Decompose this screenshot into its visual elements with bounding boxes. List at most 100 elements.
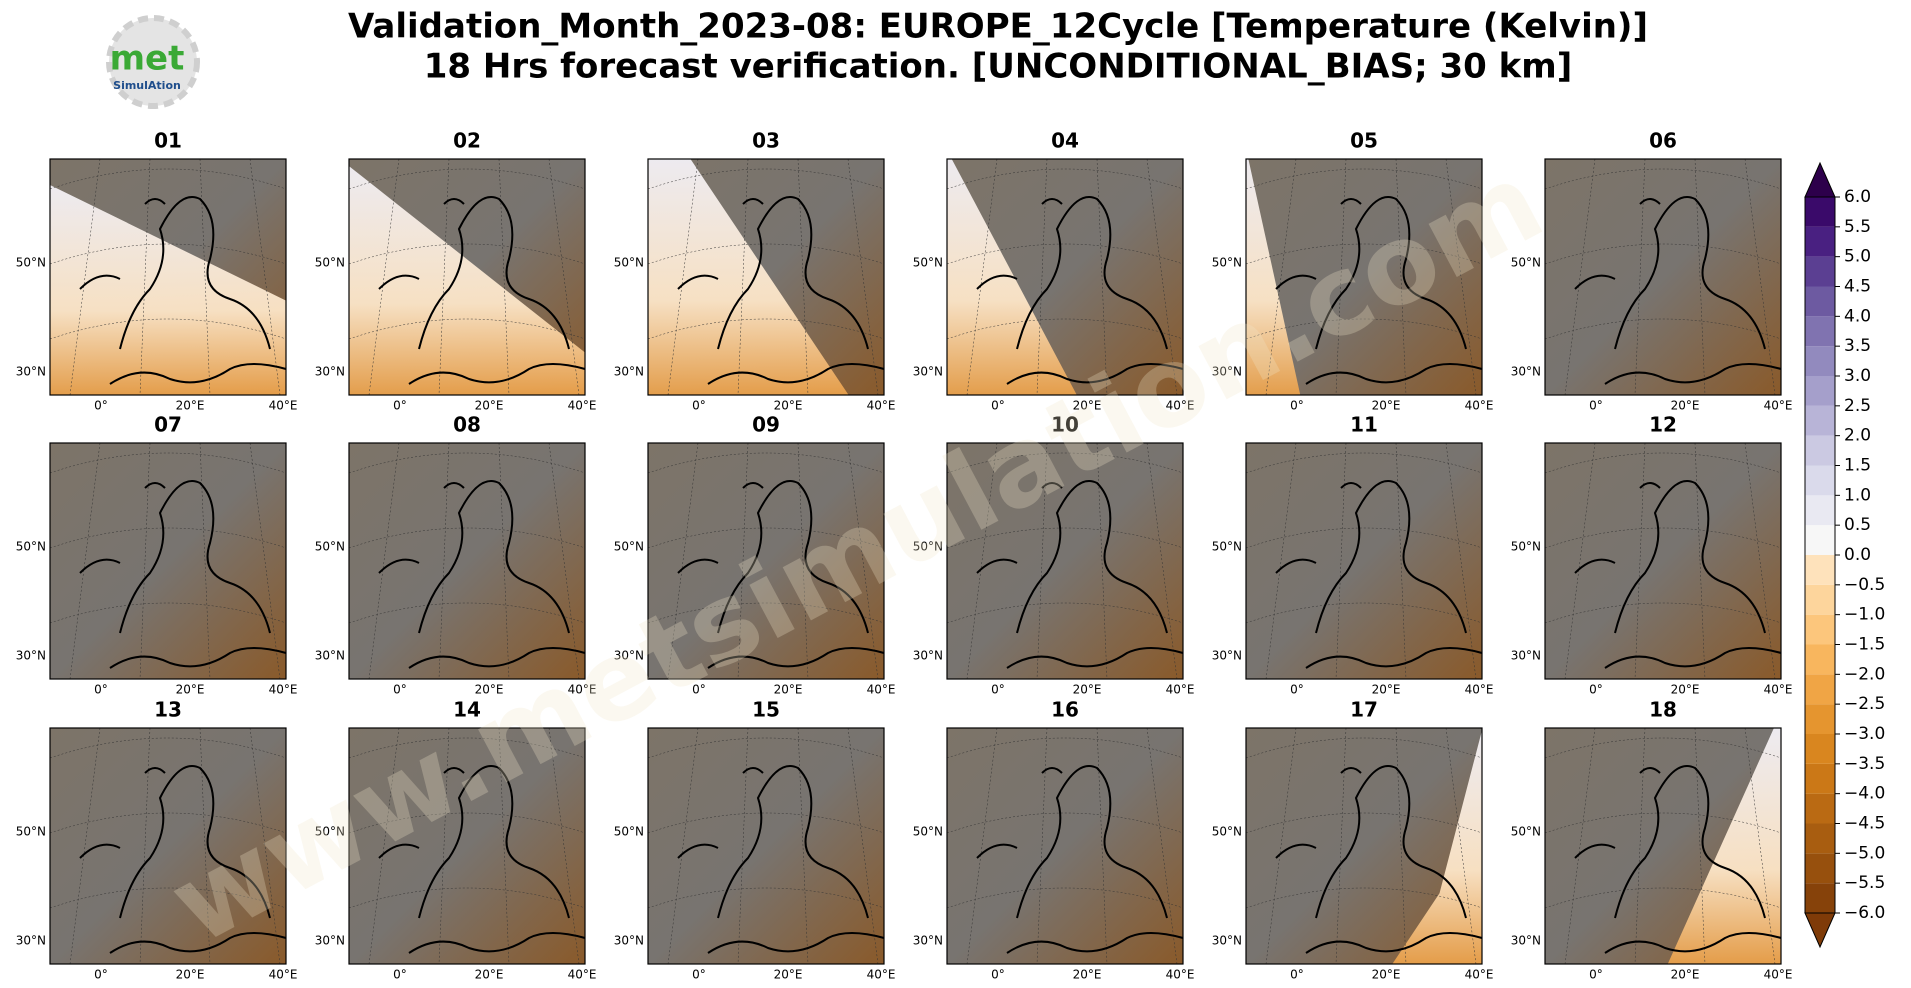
panel-title: 17 bbox=[1350, 698, 1378, 722]
graticule bbox=[49, 887, 287, 909]
graticule bbox=[139, 727, 151, 965]
graticule bbox=[1694, 727, 1706, 965]
lat-label: 30°N bbox=[1212, 649, 1242, 663]
panel-title: 02 bbox=[453, 129, 481, 153]
graticule bbox=[946, 318, 1184, 340]
colorbar-tick-label: 2.5 bbox=[1844, 396, 1871, 416]
map-panel: 09 50°N 30°N 0° 20°E 40°E bbox=[614, 413, 896, 697]
panels: 01 50°N 30°N 0° 20°E 40°E 02 50°N 30°N 0° 20°E 40°E… bbox=[16, 129, 1793, 982]
lat-label: 30°N bbox=[1511, 365, 1541, 379]
graticule bbox=[1335, 442, 1347, 680]
map-background bbox=[1545, 159, 1781, 395]
graticule bbox=[1245, 887, 1483, 909]
daylight-region bbox=[1392, 730, 1482, 964]
lat-label: 30°N bbox=[315, 365, 345, 379]
map-panel: 18 50°N 30°N 0° 20°E 40°E bbox=[1511, 698, 1793, 982]
colorbar: −6.0 −5.5 −5.0 −4.5 −4.0 −3.5 −3.0 −2.5 −2.0 −1.5… bbox=[1804, 161, 1885, 949]
lat-label: 50°N bbox=[1212, 540, 1242, 554]
graticule bbox=[946, 452, 1184, 474]
lon-label: 40°E bbox=[568, 683, 597, 697]
graticule bbox=[647, 887, 885, 909]
coastline bbox=[677, 765, 885, 954]
lat-label: 30°N bbox=[315, 934, 345, 948]
lat-label: 50°N bbox=[1511, 256, 1541, 270]
graticule bbox=[348, 737, 586, 759]
lon-label: 20°E bbox=[176, 683, 205, 697]
graticule bbox=[647, 318, 885, 340]
panel-title: 05 bbox=[1350, 129, 1378, 153]
lon-label: 0° bbox=[1290, 683, 1304, 697]
map-frame bbox=[647, 158, 885, 396]
coastline bbox=[976, 765, 1184, 954]
lon-label: 0° bbox=[991, 683, 1005, 697]
graticule bbox=[348, 887, 586, 909]
coastline bbox=[1574, 765, 1782, 954]
map-background bbox=[50, 443, 286, 679]
panel-title: 16 bbox=[1051, 698, 1079, 722]
colorbar-tick-label: −1.5 bbox=[1844, 635, 1885, 655]
graticule bbox=[438, 442, 450, 680]
map-panel: 03 50°N 30°N 0° 20°E 40°E bbox=[614, 129, 896, 413]
colorbar-tick-label: −4.5 bbox=[1844, 814, 1885, 834]
colorbar-tick-label: −4.0 bbox=[1844, 784, 1885, 804]
title-line: 18 Hrs forecast verification. [UNCONDITI… bbox=[424, 47, 1573, 87]
graticule bbox=[1245, 527, 1483, 549]
graticule bbox=[647, 527, 885, 549]
graticule bbox=[1245, 318, 1483, 340]
colorbar-bin bbox=[1805, 644, 1835, 675]
lon-label: 0° bbox=[94, 399, 108, 413]
colorbar-bin bbox=[1805, 823, 1835, 854]
map-panel: 14 50°N 30°N 0° 20°E 40°E bbox=[315, 698, 597, 982]
lat-label: 50°N bbox=[1212, 256, 1242, 270]
graticule bbox=[348, 452, 586, 474]
coastline bbox=[79, 196, 287, 385]
daylight-region bbox=[1246, 159, 1301, 395]
lon-label: 0° bbox=[1589, 683, 1603, 697]
lon-label: 40°E bbox=[568, 399, 597, 413]
graticule bbox=[139, 442, 151, 680]
coastline bbox=[1574, 196, 1782, 385]
graticule bbox=[1544, 168, 1782, 190]
lat-label: 30°N bbox=[1511, 934, 1541, 948]
colorbar-bin bbox=[1805, 226, 1835, 257]
graticule bbox=[1395, 158, 1407, 396]
map-frame bbox=[946, 727, 1184, 965]
map-panel: 06 50°N 30°N 0° 20°E 40°E bbox=[1511, 129, 1793, 413]
logo-gear bbox=[106, 15, 200, 109]
coastline bbox=[1275, 480, 1483, 669]
graticule bbox=[946, 602, 1184, 624]
colorbar-bin bbox=[1805, 465, 1835, 496]
lat-label: 30°N bbox=[913, 934, 943, 948]
colorbar-tick-label: 3.0 bbox=[1844, 366, 1871, 386]
colorbar-tick-label: 0.5 bbox=[1844, 515, 1871, 535]
graticule bbox=[1395, 727, 1407, 965]
colorbar-tick-label: 2.0 bbox=[1844, 426, 1871, 446]
map-frame bbox=[1544, 442, 1782, 680]
panel-title: 01 bbox=[154, 129, 182, 153]
lon-label: 20°E bbox=[1671, 399, 1700, 413]
graticule bbox=[1096, 727, 1108, 965]
map-background bbox=[947, 443, 1183, 679]
colorbar-bin bbox=[1805, 525, 1835, 555]
graticule bbox=[1245, 168, 1483, 190]
graticule bbox=[647, 243, 885, 265]
lat-label: 30°N bbox=[913, 365, 943, 379]
graticule bbox=[348, 527, 586, 549]
lon-label: 0° bbox=[1290, 968, 1304, 982]
lon-label: 40°E bbox=[867, 968, 896, 982]
graticule bbox=[49, 737, 287, 759]
colorbar-tick-label: 5.0 bbox=[1844, 247, 1871, 267]
lat-label: 50°N bbox=[315, 825, 345, 839]
coastline bbox=[1275, 765, 1483, 954]
colorbar-extend-over bbox=[1804, 161, 1836, 198]
colorbar-bin bbox=[1805, 286, 1835, 317]
map-frame bbox=[1245, 442, 1483, 680]
map-frame bbox=[348, 727, 586, 965]
graticule bbox=[498, 158, 510, 396]
panel-title: 04 bbox=[1051, 129, 1079, 153]
colorbar-bin bbox=[1805, 853, 1835, 884]
colorbar-bin bbox=[1805, 704, 1835, 734]
colorbar-tick-label: −3.5 bbox=[1844, 754, 1885, 774]
graticule bbox=[946, 737, 1184, 759]
lat-label: 50°N bbox=[913, 256, 943, 270]
